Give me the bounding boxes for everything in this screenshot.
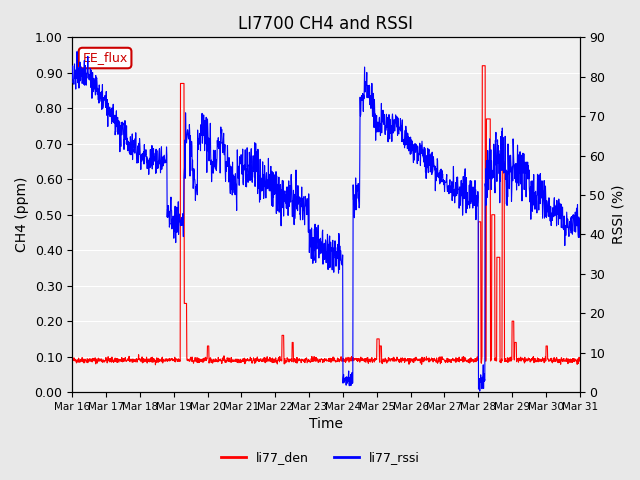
Y-axis label: RSSI (%): RSSI (%) bbox=[611, 185, 625, 244]
Y-axis label: CH4 (ppm): CH4 (ppm) bbox=[15, 177, 29, 252]
X-axis label: Time: Time bbox=[309, 418, 343, 432]
Legend: li77_den, li77_rssi: li77_den, li77_rssi bbox=[216, 446, 424, 469]
Title: LI7700 CH4 and RSSI: LI7700 CH4 and RSSI bbox=[239, 15, 413, 33]
Text: EE_flux: EE_flux bbox=[83, 51, 127, 64]
